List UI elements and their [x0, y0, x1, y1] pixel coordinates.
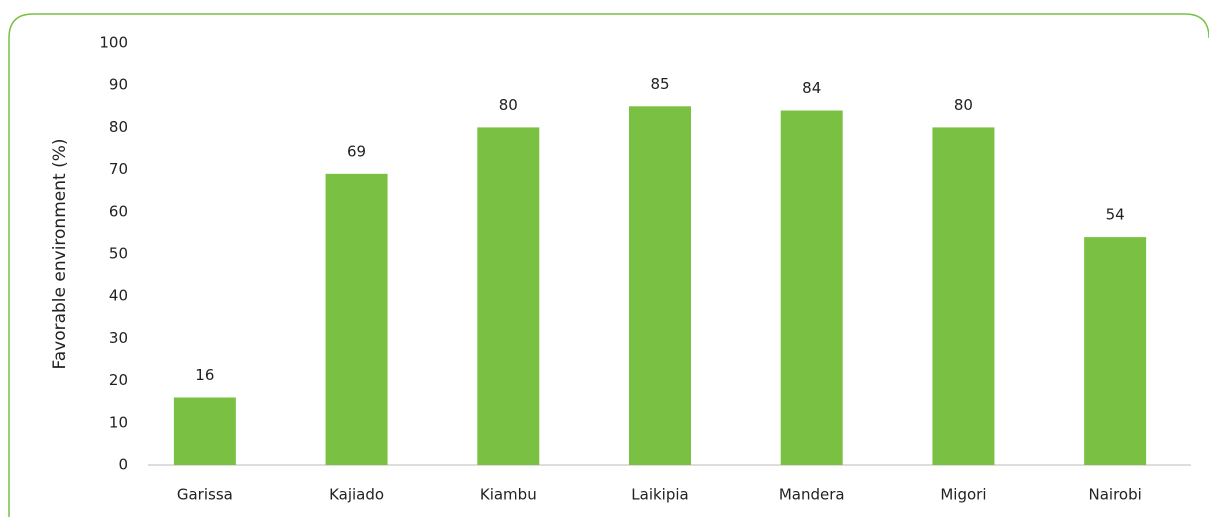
y-tick-label: 90 [109, 76, 128, 94]
data-label: 69 [347, 142, 366, 160]
y-axis-label: Favorable environment (%) [50, 139, 70, 370]
y-tick-label: 80 [109, 118, 128, 136]
bar [477, 127, 540, 466]
x-tick-label: Laikipia [631, 486, 688, 504]
y-tick-label: 10 [109, 413, 128, 431]
y-tick-label: 50 [109, 245, 128, 263]
bar [780, 110, 843, 466]
x-tick-label: Kiambu [480, 486, 537, 504]
data-label: 84 [802, 79, 821, 97]
bar [325, 173, 388, 465]
bar [932, 127, 995, 466]
data-label: 16 [195, 366, 214, 384]
y-tick-label: 0 [118, 456, 128, 474]
y-tick-label: 100 [99, 34, 128, 52]
y-tick-label: 60 [109, 202, 128, 220]
y-tick-label: 30 [109, 329, 128, 347]
x-tick-label: Kajiado [329, 486, 384, 504]
data-label: 85 [650, 75, 669, 93]
frame [8, 13, 1209, 517]
data-label: 54 [1106, 206, 1125, 224]
x-tick-label: Mandera [779, 486, 845, 504]
data-label: 80 [954, 96, 973, 114]
bar [173, 397, 236, 465]
x-tick-label: Nairobi [1088, 486, 1141, 504]
y-tick-label: 70 [109, 160, 128, 178]
bar [629, 106, 691, 466]
data-label: 80 [499, 96, 518, 114]
y-tick-label: 40 [109, 287, 128, 305]
bar [1084, 237, 1147, 465]
x-tick-label: Garissa [177, 486, 233, 504]
y-tick-label: 20 [109, 371, 128, 389]
x-tick-label: Migori [940, 486, 986, 504]
